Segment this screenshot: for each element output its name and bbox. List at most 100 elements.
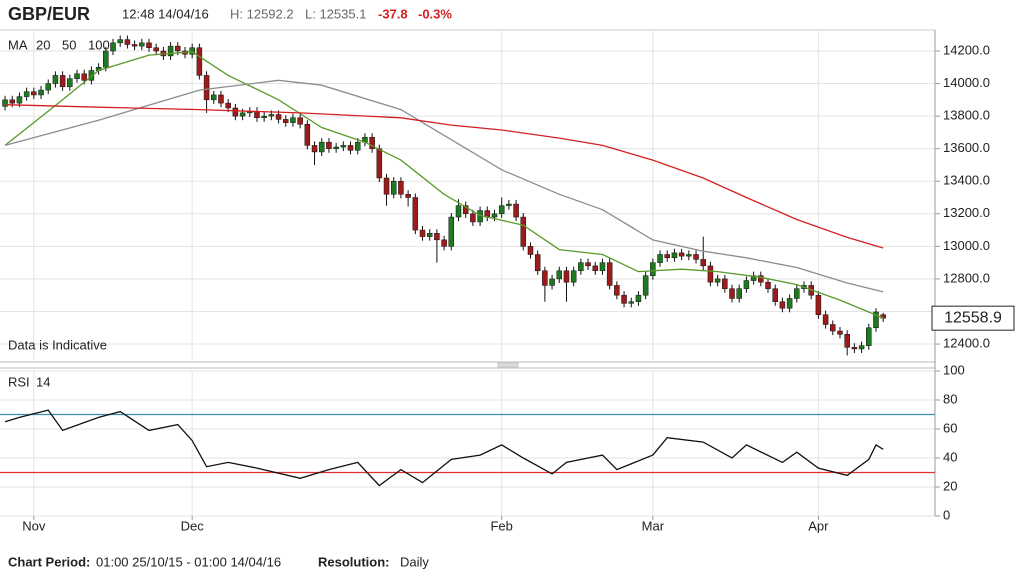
symbol: GBP/EUR (8, 4, 90, 24)
change-pct: -0.3% (418, 6, 452, 21)
y-tick-label: 14200.0 (943, 42, 990, 57)
candle-body (275, 114, 282, 120)
candle-body (290, 117, 296, 123)
candle-body (383, 177, 390, 195)
candle-body (837, 330, 843, 335)
candle-body (491, 213, 498, 218)
x-tick-label: Apr (808, 518, 829, 533)
candle-body (333, 146, 339, 149)
y-tick-label: 13000.0 (943, 238, 990, 253)
y-tick-label: 13200.0 (943, 205, 990, 220)
candle-body (549, 278, 555, 286)
candle-body (283, 119, 289, 123)
series-line (4, 104, 884, 249)
candle-body (815, 294, 822, 315)
candle-body (9, 99, 15, 104)
candle-body (592, 265, 599, 272)
candle-body (650, 262, 656, 276)
candle-body (527, 246, 534, 255)
candle-body (779, 301, 786, 309)
series-line (4, 79, 884, 293)
candle-body (700, 259, 706, 267)
candle-body (67, 78, 73, 88)
candle-body (59, 75, 66, 88)
y-tick-label: 100 (943, 362, 965, 377)
y-tick-label: 0 (943, 507, 950, 522)
panel-title: RSI (8, 374, 30, 389)
candle-body (750, 275, 757, 281)
candle-body (851, 347, 858, 350)
legend-entry: 50 (62, 37, 76, 52)
x-tick-label: Nov (22, 518, 46, 533)
candle-body (635, 294, 642, 302)
candle-body (758, 275, 764, 283)
legend-entry: 100 (88, 37, 110, 52)
candle-body (261, 115, 267, 119)
candle-body (31, 91, 37, 96)
candle-body (196, 47, 203, 76)
candle-body (657, 254, 663, 263)
candle-body (866, 327, 872, 346)
y-tick-label: 14000.0 (943, 75, 990, 90)
candle-body (124, 39, 131, 45)
candle-body (448, 216, 455, 247)
candle-body (470, 213, 476, 223)
candle-body (506, 203, 512, 206)
y-tick-label: 13400.0 (943, 173, 990, 188)
candle-body (441, 239, 447, 247)
candle-body (714, 278, 721, 283)
candle-body (628, 301, 635, 304)
candle-body (16, 96, 23, 104)
candle-body (678, 252, 685, 257)
candle-body (434, 233, 440, 241)
candle-body (88, 70, 95, 81)
candle-body (45, 83, 51, 91)
time: 12:48 14/04/16 (122, 6, 209, 21)
candle-body (354, 141, 361, 151)
candle-body (2, 99, 8, 107)
resize-grip[interactable] (497, 362, 519, 368)
annotation: Data is Indicative (8, 337, 107, 352)
candle-body (844, 334, 850, 348)
candle-body (131, 44, 138, 47)
candle-body (146, 42, 152, 48)
candle-body (707, 265, 714, 283)
candle-body (858, 345, 865, 350)
candle-body (167, 45, 174, 57)
candle-body (347, 145, 354, 151)
candle-body (772, 288, 778, 302)
candle-body (830, 324, 836, 332)
candle-body (203, 75, 210, 101)
candle-body (743, 280, 750, 289)
candle-body (693, 254, 699, 260)
candle-body (74, 73, 80, 79)
period-label: Chart Period: (8, 554, 90, 569)
candle-body (38, 89, 44, 96)
candle-body (175, 45, 181, 52)
candle-body (534, 254, 541, 272)
candle-body (110, 42, 116, 52)
candle-body (498, 205, 505, 215)
legend-title: MA (8, 37, 28, 52)
candle-body (671, 252, 678, 259)
price-box (931, 305, 1015, 331)
candle-body (340, 145, 347, 148)
candle-body (304, 124, 311, 146)
candle-body (390, 180, 397, 195)
candle-body (189, 47, 195, 55)
y-tick-label: 13800.0 (943, 108, 990, 123)
candle-body (254, 110, 260, 119)
resolution-label: Resolution: (318, 554, 390, 569)
candle-body (419, 229, 426, 237)
candle-body (729, 288, 735, 299)
candle-body (239, 112, 246, 117)
y-tick-label: 80 (943, 391, 957, 406)
y-tick-label: 20 (943, 478, 957, 493)
candle-body (405, 194, 411, 198)
candle-body (318, 141, 325, 153)
candle-body (139, 42, 145, 47)
y-tick-label: 12800.0 (943, 270, 990, 285)
candle-body (81, 73, 87, 81)
